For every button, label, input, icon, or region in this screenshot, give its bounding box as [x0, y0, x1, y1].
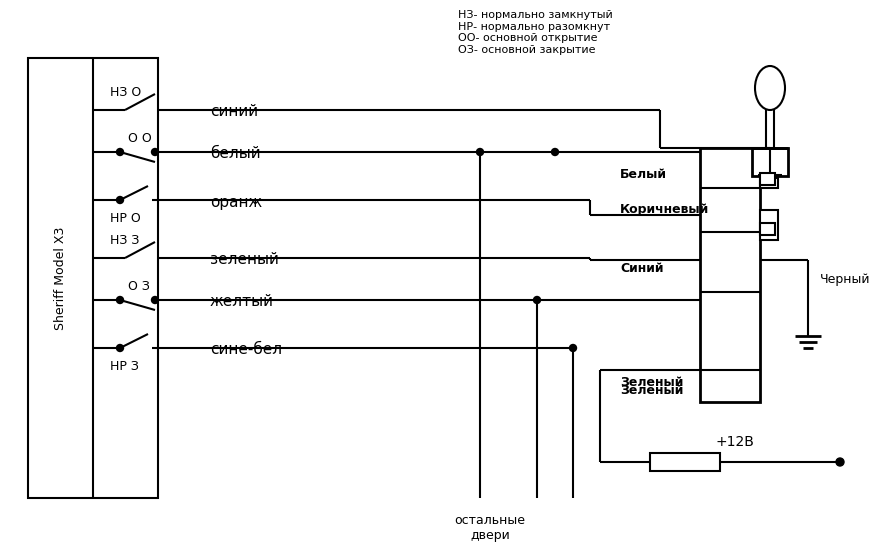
Circle shape [569, 344, 576, 352]
Bar [760, 173, 775, 185]
Bar [760, 210, 778, 240]
Text: НР З: НР З [110, 359, 139, 373]
Circle shape [836, 458, 844, 466]
Text: О О: О О [128, 132, 152, 145]
Circle shape [151, 148, 158, 156]
Text: Белый: Белый [620, 169, 667, 181]
Text: Коричневый: Коричневый [620, 204, 709, 217]
Circle shape [117, 148, 124, 156]
Text: желтый: желтый [210, 295, 274, 310]
Text: Sheriff Model X3: Sheriff Model X3 [54, 227, 66, 330]
Text: Синий: Синий [620, 262, 664, 275]
Text: сине-бел: сине-бел [210, 343, 282, 358]
Circle shape [117, 196, 124, 204]
Text: +12В: +12В [715, 435, 754, 449]
Text: Зеленый: Зеленый [620, 383, 683, 397]
Text: НЗ О: НЗ О [110, 85, 141, 99]
Circle shape [151, 296, 158, 304]
Bar [28, 58, 158, 498]
Text: Черный: Черный [820, 273, 871, 286]
Text: остальные: остальные [454, 513, 525, 527]
Text: зеленый: зеленый [210, 253, 278, 267]
Text: О З: О З [128, 280, 150, 292]
Circle shape [534, 296, 540, 304]
Text: оранж: оранж [210, 195, 263, 209]
Bar [650, 453, 720, 471]
Text: двери: двери [470, 528, 510, 541]
Text: НЗ З: НЗ З [110, 233, 140, 247]
Text: белый: белый [210, 147, 261, 161]
Text: синий: синий [210, 104, 258, 119]
Bar [760, 223, 775, 235]
Ellipse shape [755, 66, 785, 110]
Circle shape [552, 148, 559, 156]
Text: НЗ- нормально замкнутый
НР- нормально разомкнут
ОО- основной открытие
ОЗ- основн: НЗ- нормально замкнутый НР- нормально ра… [458, 10, 613, 55]
Circle shape [117, 296, 124, 304]
Bar [752, 148, 788, 176]
Text: НР О: НР О [110, 211, 141, 224]
Bar [760, 158, 778, 188]
Text: Зеленый: Зеленый [620, 376, 683, 388]
Circle shape [117, 344, 124, 352]
Circle shape [476, 148, 484, 156]
Bar [700, 148, 760, 402]
